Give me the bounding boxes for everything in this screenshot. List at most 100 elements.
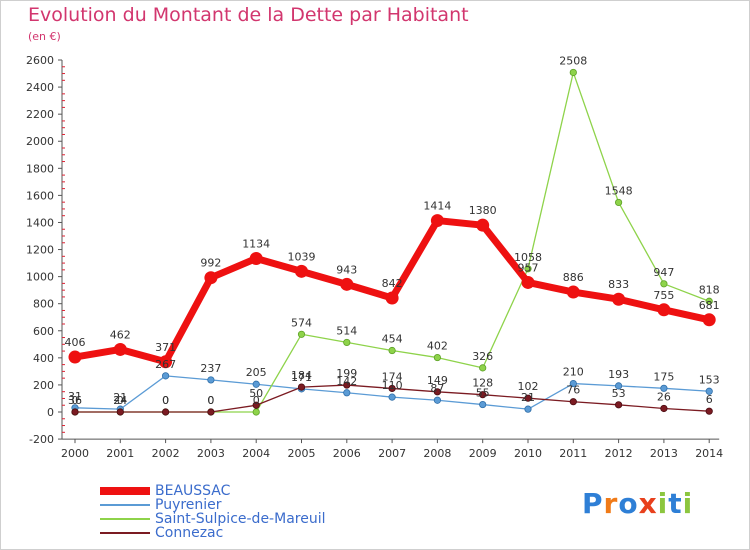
logo-letter: i [682,487,694,520]
data-label-beaussac: 833 [608,278,629,291]
y-tick-label: -200 [29,433,54,446]
data-point-connezac [162,408,170,416]
data-label-connezac: 128 [472,377,493,390]
data-point-beaussac [68,350,82,364]
data-point-saint-sulpice-de-mareuil [479,364,487,372]
x-tick-label: 2008 [423,447,451,460]
data-point-beaussac [702,313,716,327]
data-label-saint-sulpice-de-mareuil: 1058 [514,251,542,264]
data-label-beaussac: 1414 [423,200,451,213]
data-label-puyrenier: 142 [336,375,357,388]
data-label-puyrenier: 55 [476,387,490,400]
y-tick-label: 0 [47,406,54,419]
data-label-saint-sulpice-de-mareuil: 326 [472,350,493,363]
data-label-saint-sulpice-de-mareuil: 402 [427,340,448,353]
data-label-puyrenier: 31 [68,390,82,403]
data-point-saint-sulpice-de-mareuil [433,353,441,362]
data-point-beaussac [476,218,490,232]
data-point-beaussac [612,292,626,306]
data-label-connezac: 6 [706,393,713,406]
data-label-beaussac: 1134 [242,237,270,250]
data-point-connezac [705,407,713,415]
logo-letter: x [638,487,658,520]
data-label-connezac: 36 [68,394,82,407]
x-tick-label: 2013 [650,447,678,460]
data-label-connezac: 149 [427,374,448,387]
data-point-connezac [207,408,215,416]
x-tick-label: 2011 [559,447,587,460]
y-tick-label: 2600 [26,54,54,67]
data-point-beaussac [340,277,354,291]
data-label-beaussac: 462 [110,328,131,341]
data-label-saint-sulpice-de-mareuil: 0 [162,394,169,407]
data-label-connezac: 76 [566,384,580,397]
data-point-saint-sulpice-de-mareuil [524,265,532,273]
data-label-saint-sulpice-de-mareuil: 514 [336,324,357,337]
data-label-saint-sulpice-de-mareuil: 0 [117,394,124,407]
data-point-beaussac [430,214,444,228]
data-label-puyrenier: 110 [382,379,403,392]
data-label-connezac: 26 [657,390,671,403]
data-point-puyrenier [614,382,623,390]
data-point-saint-sulpice-de-mareuil [660,280,668,288]
data-label-puyrenier: 193 [608,368,629,381]
data-label-saint-sulpice-de-mareuil: 0 [72,394,79,407]
data-point-connezac [116,408,124,416]
data-label-saint-sulpice-de-mareuil: 0 [253,394,260,407]
x-tick-label: 2014 [695,447,723,460]
data-label-saint-sulpice-de-mareuil: 1548 [605,184,633,197]
data-label-saint-sulpice-de-mareuil: 0 [207,394,214,407]
data-point-beaussac [295,264,308,278]
data-label-puyrenier: 175 [653,370,674,383]
data-label-saint-sulpice-de-mareuil: 947 [653,266,674,279]
data-label-connezac: 199 [336,367,357,380]
data-point-beaussac [204,271,218,285]
data-point-puyrenier [162,372,170,380]
data-point-connezac [433,388,441,396]
y-tick-label: 1800 [26,162,54,175]
data-label-connezac: 0 [207,394,214,407]
data-point-puyrenier [705,387,713,395]
x-tick-label: 2001 [106,447,134,460]
data-label-saint-sulpice-de-mareuil: 2508 [559,54,587,67]
data-point-connezac [388,384,396,393]
logo-letter: o [618,487,639,520]
data-label-connezac: 184 [291,369,312,382]
data-point-saint-sulpice-de-mareuil [343,338,351,347]
data-point-connezac [297,383,306,391]
data-point-connezac [524,394,532,402]
x-tick-label: 2003 [197,447,225,460]
data-point-puyrenier [252,380,260,388]
data-point-saint-sulpice-de-mareuil [569,68,577,77]
x-tick-label: 2000 [61,447,89,460]
data-point-puyrenier [207,376,215,384]
data-label-beaussac: 957 [518,261,539,274]
x-tick-label: 2002 [152,447,180,460]
data-label-beaussac: 1380 [469,204,497,217]
legend-label-puyrenier: Puyrenier [155,497,222,513]
data-point-puyrenier [433,396,441,404]
x-tick-label: 2006 [333,447,361,460]
data-point-puyrenier [660,384,668,392]
data-point-saint-sulpice-de-mareuil [614,198,623,207]
legend-swatch-connezac [100,532,150,534]
data-point-puyrenier [343,389,351,397]
y-tick-label: 2400 [26,81,54,94]
y-tick-label: 200 [33,379,54,392]
logo-letter: r [603,487,619,520]
data-label-connezac: 24 [113,394,127,407]
unit-label: (en €) [28,30,61,43]
data-label-puyrenier: 21 [521,391,535,404]
y-tick-label: 2000 [26,135,54,148]
data-label-puyrenier: 153 [699,373,720,386]
data-point-beaussac [657,303,671,317]
data-label-puyrenier: 237 [200,362,221,375]
data-point-puyrenier [524,405,532,413]
data-point-connezac [479,391,487,399]
data-label-beaussac: 755 [653,289,674,302]
x-tick-label: 2005 [288,447,316,460]
y-tick-label: 600 [33,325,54,338]
data-point-puyrenier [569,379,577,388]
